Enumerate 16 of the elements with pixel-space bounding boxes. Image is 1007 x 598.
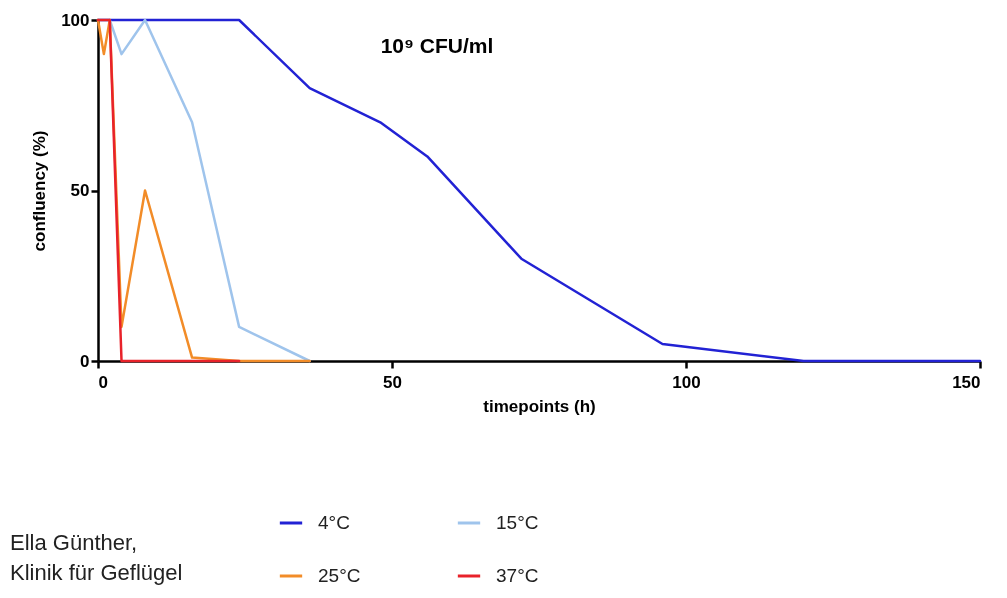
legend-label: 25°C: [318, 565, 361, 586]
text: 10⁹ CFU/ml: [380, 34, 494, 57]
legend-label: 37°C: [496, 565, 539, 586]
text: Klinik für Geflügel: [10, 559, 183, 587]
text: Ella Günther,: [10, 529, 139, 557]
legend-label: 4°C: [318, 512, 350, 533]
x-axis-title: timepoints (h): [483, 396, 596, 416]
y-axis-title: confluency (%): [30, 130, 50, 252]
x-tick-label: 50: [383, 372, 402, 392]
y-tick-label: 0: [80, 351, 90, 371]
x-tick-label: 100: [672, 372, 701, 392]
y-tick-label: 100: [61, 10, 90, 30]
y-tick-label: 50: [70, 181, 90, 200]
legend-label: 15°C: [496, 512, 539, 533]
x-tick-label: 150: [952, 372, 981, 392]
x-tick-label: 0: [98, 372, 108, 392]
